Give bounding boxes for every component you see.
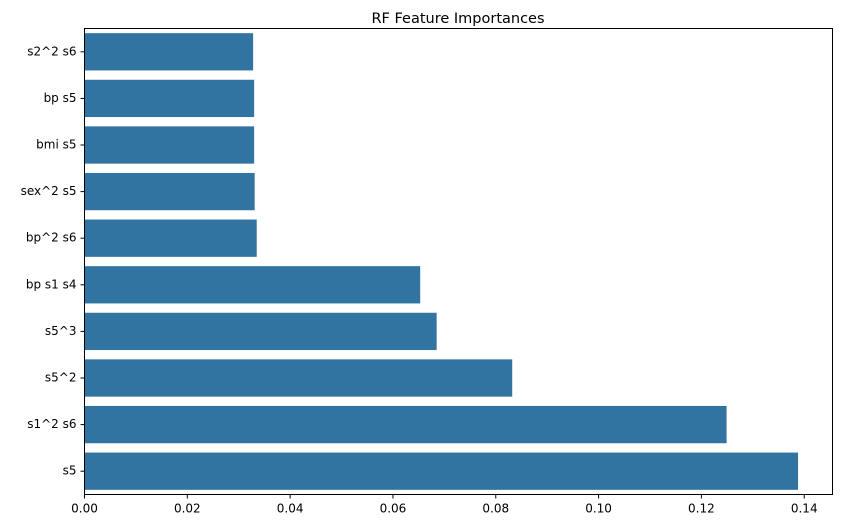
bars-group xyxy=(84,33,799,490)
bar xyxy=(84,33,254,71)
x-tick-label: 0.14 xyxy=(791,502,818,516)
y-axis-ticks: s2^2 s6 bp s5 bmi s5 sex^2 s5 bp^2 s6 bp s1 s… xyxy=(21,44,85,478)
y-tick-label: s5^2 xyxy=(45,371,77,385)
x-tick-label: 0.06 xyxy=(380,502,407,516)
y-tick-label: s1^2 s6 xyxy=(27,417,76,431)
bar xyxy=(84,405,727,444)
y-tick-label: bmi s5 xyxy=(36,138,76,152)
bar xyxy=(84,312,437,351)
x-tick-label: 0.04 xyxy=(277,502,304,516)
y-tick-label: bp s5 xyxy=(44,91,77,105)
x-tick-label: 0.08 xyxy=(482,502,509,516)
bar xyxy=(84,266,421,304)
x-tick-label: 0.10 xyxy=(585,502,612,516)
bar xyxy=(84,359,513,397)
x-axis-ticks: 0.00 0.02 0.04 0.06 0.08 0.10 0.12 0.14 xyxy=(71,494,818,516)
x-tick-label: 0.02 xyxy=(174,502,201,516)
y-tick-label: bp^2 s6 xyxy=(26,231,77,245)
bar xyxy=(84,172,255,211)
chart-title: RF Feature Importances xyxy=(371,11,544,27)
bar xyxy=(84,79,255,118)
x-tick-label: 0.00 xyxy=(71,502,98,516)
bar xyxy=(84,219,257,257)
y-tick-label: s5 xyxy=(63,464,77,478)
y-tick-label: bp s1 s4 xyxy=(26,277,77,291)
y-tick-label: sex^2 s5 xyxy=(21,184,77,198)
bar xyxy=(84,126,255,164)
bar xyxy=(84,452,799,490)
y-tick-label: s5^3 xyxy=(45,324,77,338)
x-tick-label: 0.12 xyxy=(688,502,715,516)
y-tick-label: s2^2 s6 xyxy=(27,44,76,58)
plot-frame xyxy=(84,28,833,495)
